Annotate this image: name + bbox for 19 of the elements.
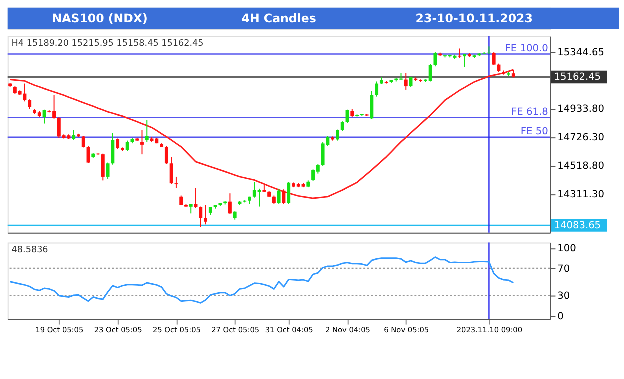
ref-line-label: 14083.65: [554, 220, 602, 232]
ref-line-label: FE 100.0: [505, 43, 548, 54]
y-tick-label: 14311.30: [558, 190, 604, 201]
ref-line-label: FE 61.8: [512, 106, 548, 118]
annotation: 48.5836: [12, 246, 49, 256]
chart-subtitle: 4H Candles: [242, 12, 316, 26]
ref-line-label: FE 50: [520, 126, 548, 138]
y-tick-label: 70: [558, 264, 570, 275]
y-tick-label: 14933.80: [558, 104, 604, 116]
y-tick-label: 0: [558, 311, 564, 322]
y-tick-label: 100: [558, 244, 576, 255]
y-tick-label: 15344.65: [558, 48, 604, 59]
y-tick-label: 30: [558, 291, 570, 302]
annotation: H4 15189.20 15215.95 15158.45 15162.45: [12, 39, 204, 50]
y-tick-label: 14518.80: [558, 161, 604, 172]
text: 23-10-10.11.2023: [416, 12, 533, 26]
chart-title: NAS100 (NDX): [52, 12, 148, 26]
y-tick-label: 14726.30: [558, 132, 604, 144]
ref-line-label: 15162.45: [554, 72, 602, 84]
